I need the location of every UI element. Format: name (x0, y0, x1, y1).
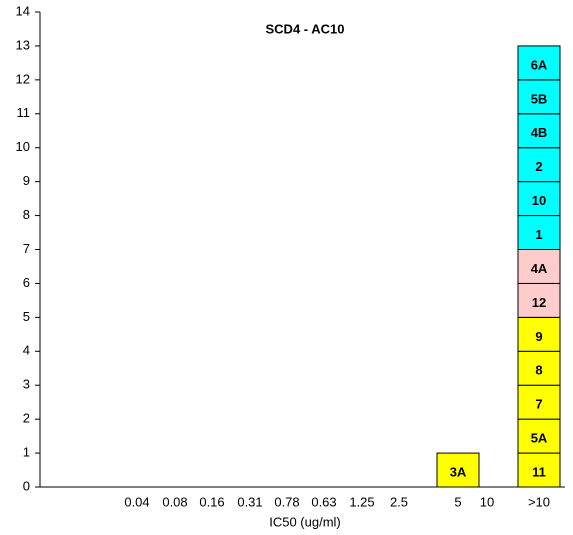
box-label: 3A (450, 464, 467, 479)
x-tick-label: 1.25 (349, 494, 374, 509)
y-tick-label: 6 (23, 275, 30, 290)
y-tick-label: 5 (23, 309, 30, 324)
x-tick-label: 2.5 (390, 494, 408, 509)
y-tick-label: 3 (23, 377, 30, 392)
box-label: 5A (531, 431, 548, 446)
y-tick-label: 1 (23, 445, 30, 460)
x-tick-label: >10 (528, 494, 550, 509)
box (517, 452, 561, 488)
y-tick-label: 14 (16, 3, 30, 18)
x-tick-label: 0.16 (199, 494, 224, 509)
box-label: 4B (531, 125, 548, 140)
box-label: 10 (532, 193, 546, 208)
chart-title: SCD4 - AC10 (266, 21, 345, 36)
x-tick-label: 0.08 (162, 494, 187, 509)
box-label: 6A (531, 57, 548, 72)
box (517, 418, 561, 454)
box-label: 1 (535, 227, 542, 242)
box (517, 113, 561, 149)
y-tick-label: 4 (23, 343, 30, 358)
box (517, 316, 561, 352)
y-tick-label: 2 (23, 411, 30, 426)
y-tick-label: 7 (23, 241, 30, 256)
x-tick-label: 0.31 (237, 494, 262, 509)
x-tick-label: 5 (454, 494, 461, 509)
box-label: 4A (531, 261, 548, 276)
y-tick-label: 13 (16, 37, 30, 52)
box-label: 5B (531, 91, 548, 106)
box (517, 350, 561, 386)
x-tick-label: 0.63 (311, 494, 336, 509)
y-tick-label: 10 (16, 139, 30, 154)
box-label: 11 (532, 464, 546, 479)
x-tick-label: 10 (480, 494, 494, 509)
y-tick-label: 9 (23, 173, 30, 188)
box-label: 8 (535, 363, 542, 378)
box (517, 215, 561, 250)
y-tick-label: 8 (23, 207, 30, 222)
y-tick-label: 12 (16, 71, 30, 86)
box-label: 7 (535, 397, 542, 412)
x-tick-label: 0.04 (124, 494, 149, 509)
box (517, 181, 561, 217)
box-label: 9 (535, 329, 542, 344)
x-axis-label: IC50 (ug/ml) (269, 514, 341, 529)
box (517, 249, 561, 284)
box (517, 79, 561, 115)
box (436, 452, 480, 488)
x-tick-label: 0.78 (274, 494, 299, 509)
y-tick-label: 11 (17, 105, 31, 120)
box (517, 384, 561, 420)
box (517, 45, 561, 81)
y-tick-label: 0 (23, 478, 30, 493)
box-label: 2 (535, 159, 542, 174)
box-label: 12 (532, 295, 546, 310)
